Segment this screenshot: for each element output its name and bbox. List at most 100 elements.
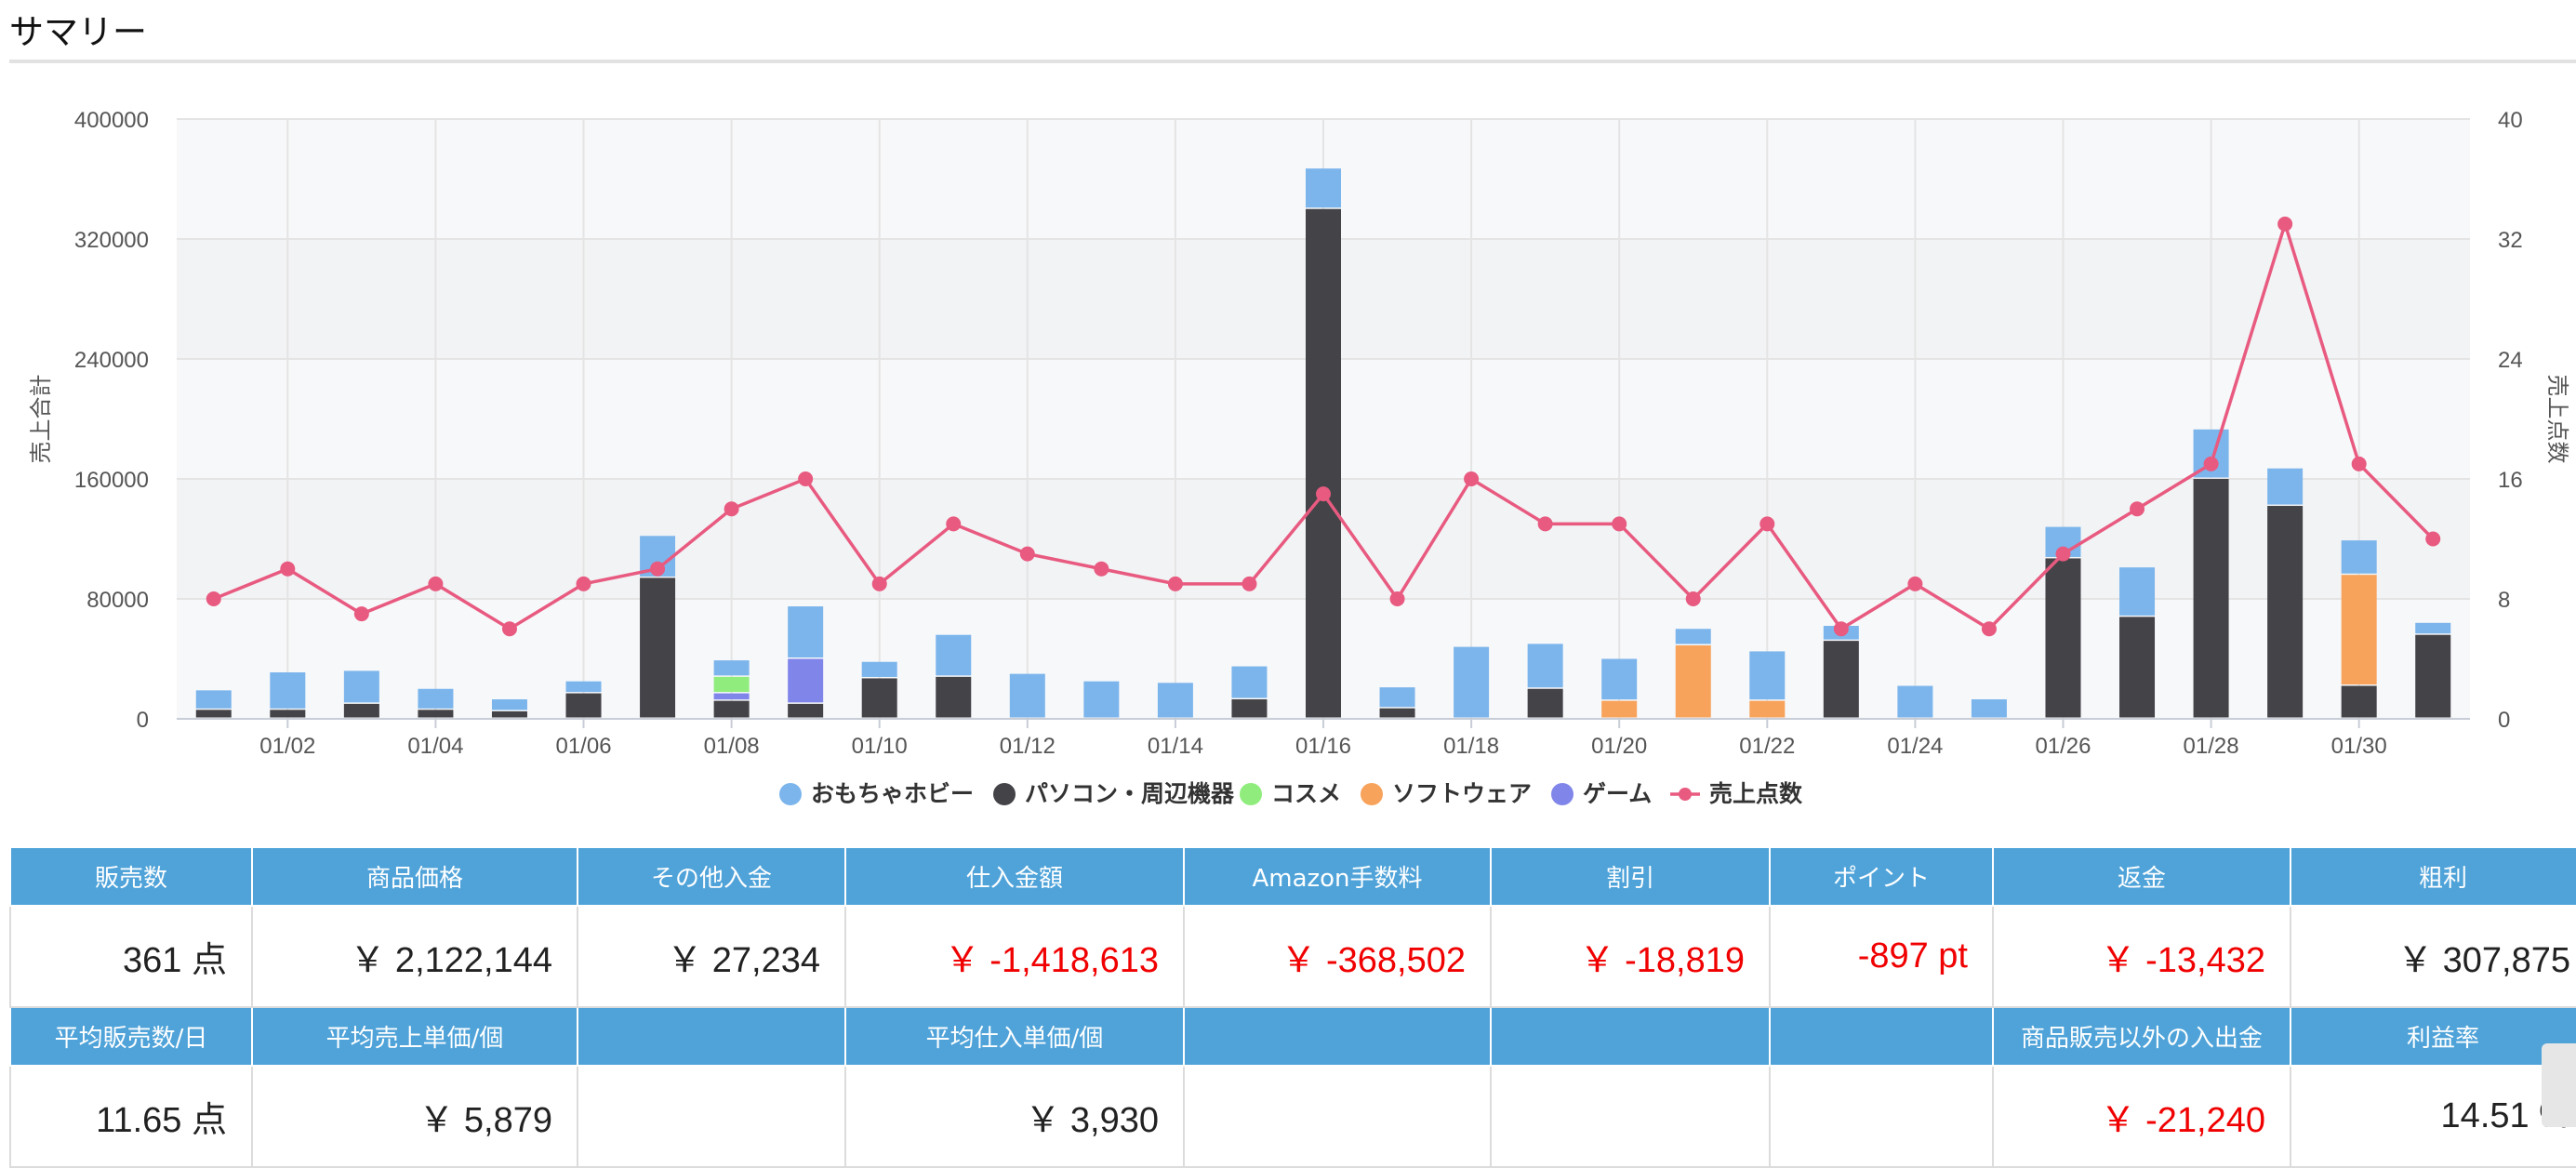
- sales-count-point: [1907, 576, 1923, 591]
- bar-segment: [1379, 687, 1415, 708]
- header-cell: 割引: [1490, 846, 1771, 907]
- legend-marker: [993, 783, 1016, 805]
- value-refund: ￥ -13,432: [1992, 905, 2291, 1008]
- x-tick-label: 01/28: [2184, 734, 2239, 759]
- bar-segment: [2341, 685, 2377, 718]
- sales-count-point: [1167, 576, 1183, 591]
- title-divider: [9, 60, 2576, 63]
- bar-segment: [1749, 700, 1786, 718]
- legend-label: コスメ: [1271, 780, 1341, 807]
- page-title: サマリー: [9, 12, 147, 52]
- bar-segment: [343, 703, 379, 718]
- x-tick-label: 01/16: [1295, 734, 1351, 759]
- bar-segment: [1601, 700, 1638, 718]
- y-left-axis-title: 売上合計: [28, 375, 54, 464]
- bar-segment: [1527, 688, 1563, 718]
- header-cell: 粗利: [2290, 846, 2576, 907]
- bar-segment: [343, 670, 379, 703]
- value-gross-profit: ￥ 307,875: [2290, 905, 2576, 1008]
- header-cell: [1490, 1006, 1771, 1067]
- sales-count-point: [1759, 516, 1775, 532]
- bar-segment: [1675, 644, 1711, 718]
- sales-count-point: [2351, 456, 2367, 471]
- sales-count-point: [1464, 471, 1480, 486]
- x-tick-label: 01/12: [1000, 734, 1056, 759]
- summary-value-row-2: 11.65 点 ￥ 5,879 ￥ 3,930 ￥ -21,240 14.51 …: [9, 1065, 2576, 1168]
- header-cell: 平均売上単価/個: [251, 1006, 578, 1067]
- bar-segment: [713, 700, 750, 718]
- y-right-tick-label: 0: [2498, 708, 2510, 733]
- header-cell: ポイント: [1769, 846, 1994, 907]
- value-purchase-amount: ￥ -1,418,613: [844, 905, 1185, 1008]
- x-tick-label: 01/22: [1739, 734, 1795, 759]
- value-amazon-fee: ￥ -368,502: [1183, 905, 1492, 1008]
- bar-segment: [2193, 479, 2229, 718]
- sales-count-point: [2203, 456, 2219, 471]
- value-empty: [577, 1065, 846, 1168]
- bar-segment: [2415, 634, 2451, 718]
- sales-chart: 0 0 80000 8 160000 16 240000 24 320000 32 400000 40…: [28, 108, 2570, 807]
- bar-segment: [2267, 506, 2304, 718]
- value-avg-purchase-price: ￥ 3,930: [844, 1065, 1185, 1168]
- sales-count-point: [1833, 621, 1849, 637]
- header-cell: 商品販売以外の入出金: [1992, 1006, 2291, 1067]
- bar-segment: [2341, 575, 2377, 685]
- x-tick-label: 01/18: [1443, 734, 1499, 759]
- value-empty: [1769, 1065, 1994, 1168]
- header-cell: [577, 1006, 846, 1067]
- value-non-sales-cashflow: ￥ -21,240: [1992, 1065, 2291, 1168]
- bar-segment: [195, 690, 232, 709]
- y-left-tick-label: 320000: [74, 228, 149, 253]
- summary-value-row-1: 361 点 ￥ 2,122,144 ￥ 27,234 ￥ -1,418,613 …: [9, 905, 2576, 1008]
- header-cell: 平均販売数/日: [9, 1006, 253, 1067]
- value-profit-rate: 14.51 %: [2290, 1065, 2576, 1168]
- y-left-tick-label: 160000: [74, 468, 149, 493]
- bar-segment: [1306, 168, 1341, 208]
- y-right-tick-label: 40: [2498, 108, 2523, 133]
- sales-count-point: [1685, 591, 1701, 606]
- sales-count-point: [1019, 546, 1035, 562]
- sales-count-point: [576, 576, 591, 591]
- bar-segment: [861, 661, 897, 677]
- header-cell: 販売数: [9, 846, 253, 907]
- bar-segment: [713, 676, 750, 693]
- sales-count-point: [1612, 516, 1627, 532]
- bar-segment: [936, 676, 972, 718]
- x-tick-label: 01/06: [555, 734, 611, 759]
- value-points: -897 pt: [1769, 905, 1994, 1008]
- bar-segment: [1601, 658, 1638, 700]
- bar-segment: [1749, 651, 1786, 700]
- legend-marker: [779, 783, 802, 805]
- x-tick-label: 01/04: [407, 734, 463, 759]
- sales-count-point: [353, 606, 369, 622]
- x-tick-label: 01/14: [1148, 734, 1203, 759]
- bar-segment: [1527, 644, 1563, 688]
- summary-table: 販売数 商品価格 その他入金 仕入金額 Amazon手数料 割引 ポイント 返金…: [9, 846, 2576, 1168]
- x-tick-label: 01/08: [704, 734, 760, 759]
- legend-label: 売上点数: [1709, 780, 1803, 807]
- header-cell: [1183, 1006, 1492, 1067]
- bar-segment: [713, 660, 750, 676]
- value-sales-count: 361 点: [9, 905, 253, 1008]
- header-cell: その他入金: [577, 846, 846, 907]
- bar-segment: [418, 710, 454, 718]
- header-cell: [1769, 1006, 1994, 1067]
- sales-count-point: [2055, 546, 2071, 562]
- bar-segment: [2415, 622, 2451, 634]
- scroll-to-top-button[interactable]: [2542, 1043, 2576, 1127]
- legend-label: おもちゃホビー: [811, 780, 974, 807]
- y-left-tick-label: 0: [137, 708, 149, 733]
- bar-segment: [936, 634, 972, 676]
- bar-segment: [1306, 208, 1341, 718]
- bar-segment: [270, 672, 306, 709]
- legend-marker: [1361, 783, 1383, 805]
- bar-segment: [491, 710, 527, 718]
- x-tick-label: 01/10: [852, 734, 908, 759]
- bar-segment: [1009, 673, 1045, 718]
- sales-count-point: [428, 576, 444, 591]
- sales-count-point: [1981, 621, 1997, 637]
- sales-count-point: [798, 471, 814, 486]
- bar-segment: [1231, 666, 1268, 698]
- value-empty: [1490, 1065, 1771, 1168]
- value-other-income: ￥ 27,234: [577, 905, 846, 1008]
